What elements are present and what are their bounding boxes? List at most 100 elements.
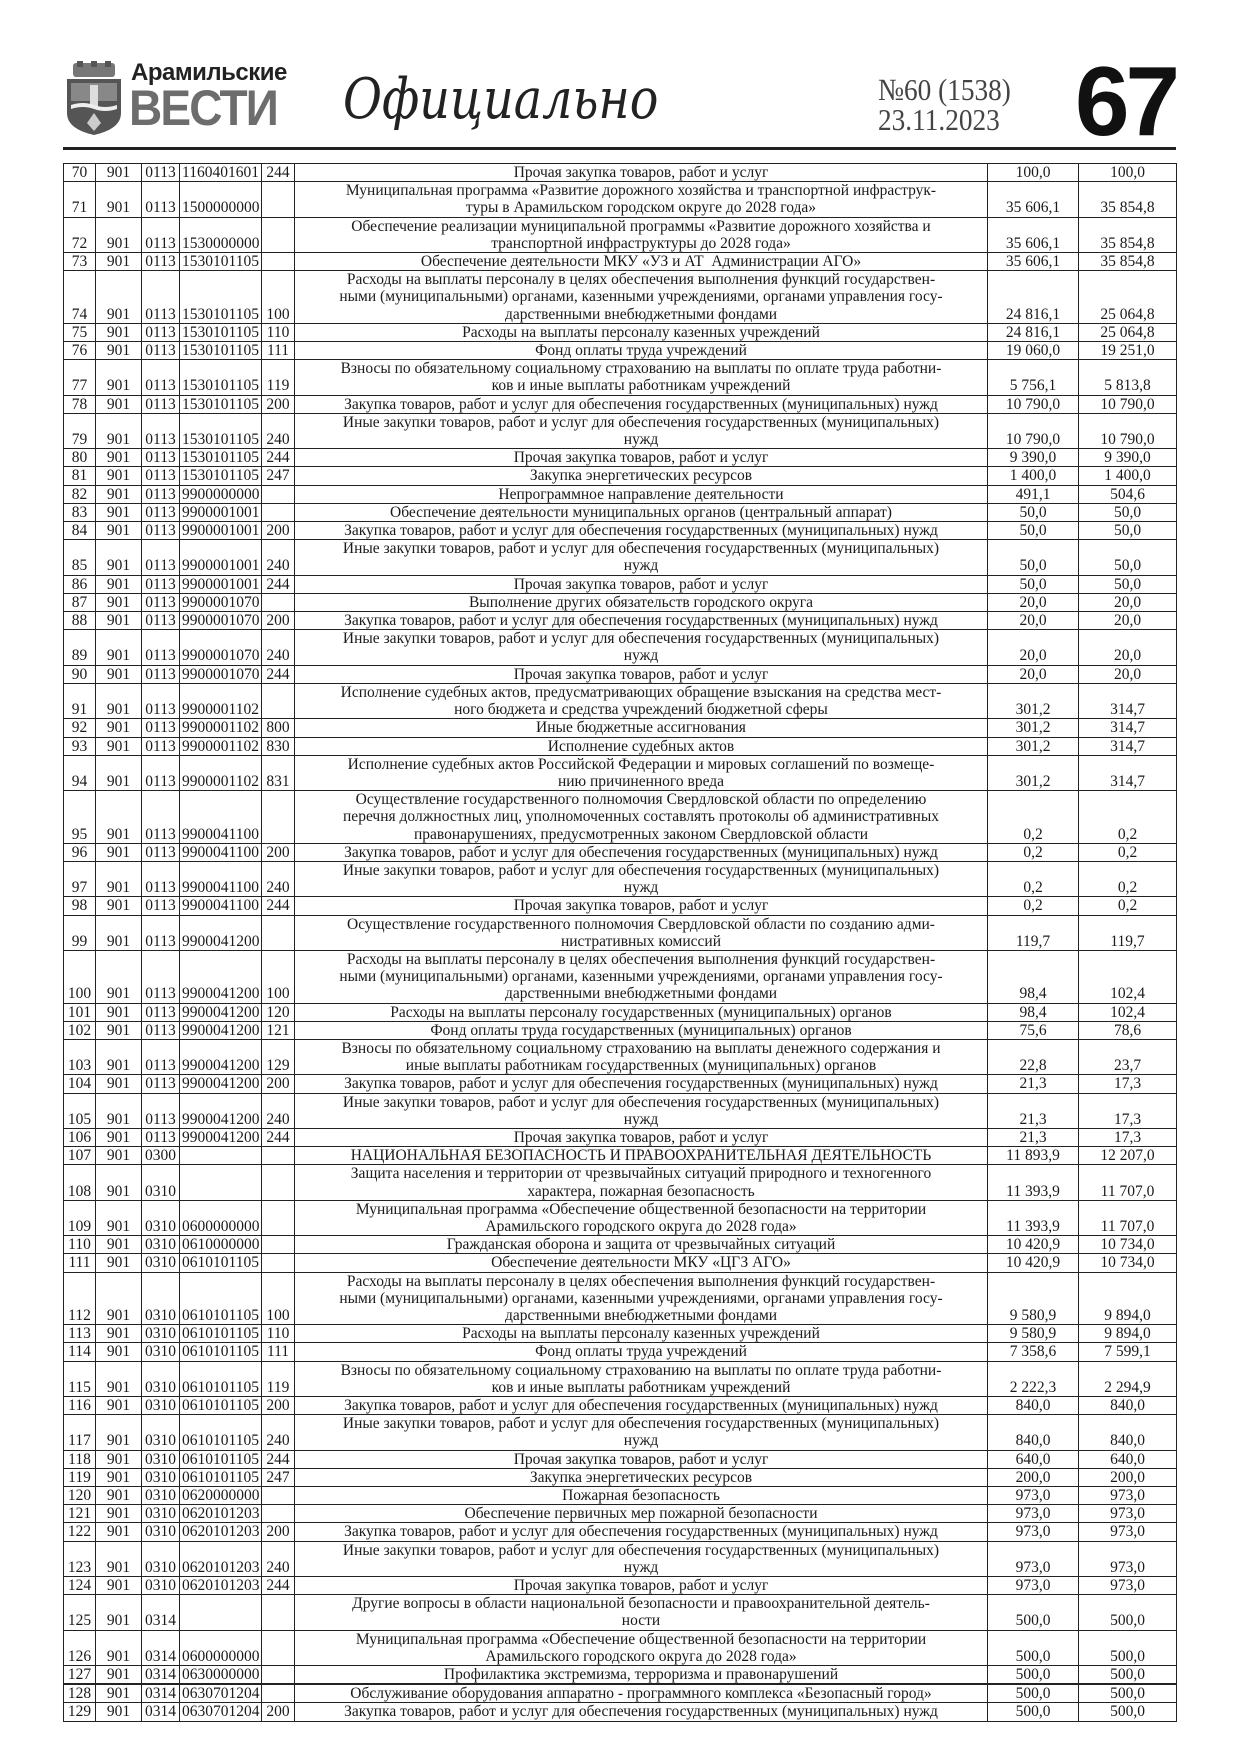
- description: Профилактика экстремизма, терроризма и п…: [294, 1665, 988, 1685]
- amount-year-1: 10 420,9: [987, 1235, 1079, 1255]
- table-row: 100 901 0113 9900041200 100 Расходы на выплат…: [63, 949, 1177, 1004]
- section-code: 0310: [141, 1396, 180, 1416]
- amount-year-1: 2 222,3: [987, 1360, 1079, 1398]
- description: Исполнение судебных актов, предусматрива…: [294, 682, 988, 720]
- description: Муниципальная программа «Обеспечение общ…: [294, 1199, 988, 1237]
- description: Иные закупки товаров, работ и услуг для …: [294, 1092, 988, 1129]
- row-number: 75: [63, 322, 96, 343]
- description: Расходы на выплаты персоналу казенных уч…: [294, 322, 988, 343]
- row-number: 84: [63, 521, 96, 541]
- amount-year-2: 20,0: [1078, 611, 1177, 631]
- expense-type-code: 119: [261, 359, 295, 396]
- admin-code: 901: [95, 1074, 142, 1094]
- description: Прочая закупка товаров, работ и услуг: [294, 896, 988, 916]
- description: Осуществление государственного полномочи…: [294, 790, 988, 844]
- amount-year-2: 2 294,9: [1078, 1360, 1177, 1398]
- target-article-code: 9900001070: [179, 664, 262, 684]
- description: Иные закупки товаров, работ и услуг для …: [294, 1414, 988, 1451]
- amount-year-1: 20,0: [987, 629, 1079, 666]
- description: Закупка энергетических ресурсов: [294, 1467, 988, 1488]
- admin-code: 901: [95, 484, 142, 504]
- section-code: 0310: [141, 1235, 180, 1255]
- amount-year-2: 25 064,8: [1078, 322, 1177, 343]
- target-article-code: 0610101105: [179, 1324, 262, 1344]
- row-number: 81: [63, 466, 96, 486]
- section-code: 0113: [141, 341, 180, 361]
- section-code: 0113: [141, 574, 180, 594]
- section-code: 0310: [141, 1342, 180, 1362]
- admin-code: 901: [95, 1324, 142, 1344]
- target-article-code: 1500000000: [179, 181, 262, 218]
- description: Обеспечение деятельности муниципальных о…: [294, 502, 988, 523]
- expense-type-code: [261, 1504, 295, 1524]
- admin-code: 901: [95, 1342, 142, 1362]
- row-number: 102: [63, 1020, 96, 1040]
- target-article-code: [179, 1594, 262, 1631]
- row-number: 96: [63, 842, 96, 862]
- target-article-code: 0620101203: [179, 1522, 262, 1542]
- amount-year-1: 9 390,0: [987, 448, 1079, 468]
- table-row: 79 901 0113 1530101105 240 Иные закупки товар…: [63, 412, 1177, 450]
- amount-year-1: 50,0: [987, 502, 1079, 523]
- row-number: 127: [63, 1665, 96, 1685]
- expense-type-code: 120: [261, 1002, 295, 1022]
- row-number: 100: [63, 949, 96, 1004]
- description: Взносы по обязательному социальному стра…: [294, 1038, 988, 1076]
- admin-code: 901: [95, 1360, 142, 1398]
- target-article-code: 1530101105: [179, 466, 262, 486]
- amount-year-1: 21,3: [987, 1127, 1079, 1148]
- amount-year-2: 35 854,8: [1078, 181, 1177, 218]
- section-code: 0310: [141, 1360, 180, 1398]
- row-number: 73: [63, 252, 96, 272]
- section-code: 0113: [141, 914, 180, 951]
- admin-code: 901: [95, 521, 142, 541]
- amount-year-1: 11 893,9: [987, 1146, 1079, 1166]
- amount-year-2: 50,0: [1078, 539, 1177, 576]
- table-row: 74 901 0113 1530101105 100 Расходы на выплаты…: [63, 270, 1177, 324]
- amount-year-2: 17,3: [1078, 1074, 1177, 1094]
- amount-year-2: 0,2: [1078, 896, 1177, 916]
- amount-year-2: 640,0: [1078, 1449, 1177, 1469]
- target-article-code: 1530101105: [179, 322, 262, 343]
- amount-year-2: 973,0: [1078, 1576, 1177, 1596]
- amount-year-1: 301,2: [987, 682, 1079, 720]
- admin-code: 901: [95, 682, 142, 720]
- section-code: 0310: [141, 1414, 180, 1451]
- admin-code: 901: [95, 790, 142, 844]
- row-number: 128: [63, 1683, 96, 1704]
- expense-type-code: 244: [261, 574, 295, 594]
- row-number: 116: [63, 1396, 96, 1416]
- expense-type-code: 247: [261, 466, 295, 486]
- target-article-code: 9900001001: [179, 502, 262, 523]
- admin-code: 901: [95, 1038, 142, 1076]
- section-code: 0113: [141, 629, 180, 666]
- target-article-code: 1530101105: [179, 394, 262, 414]
- table-row: 80 901 0113 1530101105 244 Прочая закупка тов…: [63, 448, 1177, 468]
- target-article-code: 9900041200: [179, 1002, 262, 1022]
- amount-year-2: 50,0: [1078, 574, 1177, 594]
- admin-code: 901: [95, 1396, 142, 1416]
- description: Гражданская оборона и защита от чрезвыча…: [294, 1235, 988, 1255]
- expense-type-code: 244: [261, 162, 295, 183]
- admin-code: 901: [95, 359, 142, 396]
- row-number: 74: [63, 270, 96, 324]
- row-number: 85: [63, 539, 96, 576]
- admin-code: 901: [95, 896, 142, 916]
- table-row: 90 901 0113 9900001070 244 Прочая закупка тов…: [63, 664, 1177, 684]
- amount-year-1: 22,8: [987, 1038, 1079, 1076]
- target-article-code: 9900001102: [179, 754, 262, 792]
- admin-code: 901: [95, 502, 142, 523]
- admin-code: 901: [95, 1576, 142, 1596]
- row-number: 78: [63, 394, 96, 414]
- section-code: 0113: [141, 162, 180, 183]
- target-article-code: 1160401601: [179, 162, 262, 183]
- section-code: 0314: [141, 1702, 180, 1722]
- section-code: 0113: [141, 252, 180, 272]
- section-code: 0113: [141, 592, 180, 613]
- table-row: 85 901 0113 9900001001 240 Иные закупки товар…: [63, 539, 1177, 576]
- table-row: 127 901 0314 0630000000 Профилактика экстрем…: [63, 1665, 1177, 1685]
- table-row: 94 901 0113 9900001102 831 Исполнение судебны…: [63, 754, 1177, 792]
- section-code: 0113: [141, 1002, 180, 1022]
- description: Обеспечение реализации муниципальной про…: [294, 216, 988, 254]
- amount-year-2: 314,7: [1078, 754, 1177, 792]
